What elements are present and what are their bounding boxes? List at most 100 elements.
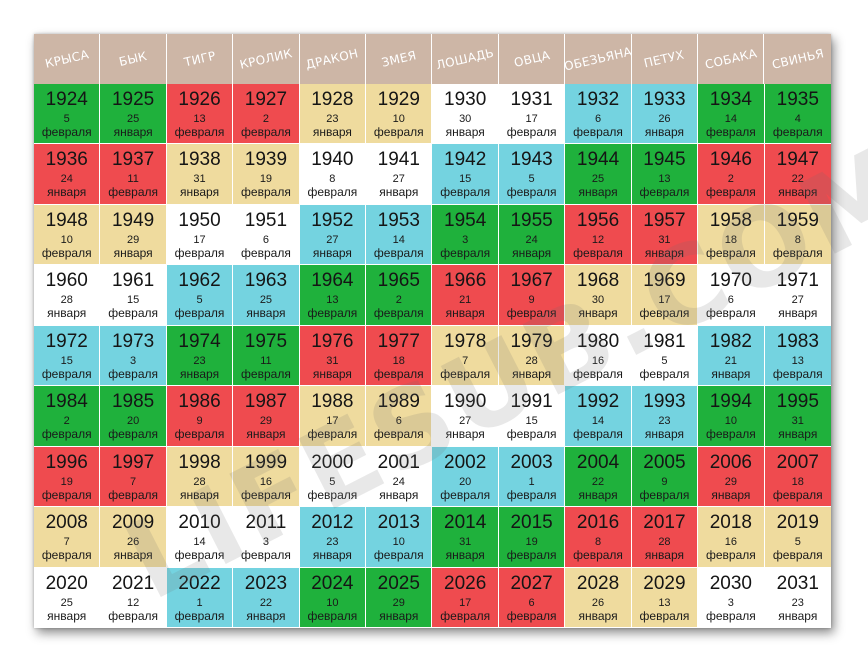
year-cell: 2004 22 января (565, 446, 632, 508)
new-year-day: 24 (525, 233, 538, 246)
year-number: 2005 (643, 451, 686, 473)
new-year-day: 8 (794, 233, 801, 246)
new-year-month: февраля (772, 125, 823, 139)
year-number: 2004 (576, 451, 620, 473)
new-year-month: февраля (772, 548, 823, 563)
year-cell: 1961 15 февраля (100, 265, 167, 326)
year-cell: 1955 24 января (498, 204, 566, 266)
year-cell: 2029 13 февраля (631, 567, 699, 628)
year-cell: 1935 4 февраля (764, 84, 831, 145)
new-year-month: февраля (373, 125, 424, 139)
new-year-day: 30 (459, 113, 472, 125)
new-year-day: 9 (196, 415, 203, 428)
year-number: 1956 (576, 209, 620, 231)
year-number: 1990 (444, 391, 487, 413)
year-number: 1933 (643, 89, 686, 110)
header-label: ДРАКОН (304, 46, 361, 72)
new-year-month: февраля (772, 487, 823, 502)
year-cell: 1979 28 января (498, 325, 566, 387)
new-year-day: 1 (528, 475, 535, 488)
year-cell: 1997 7 февраля (100, 446, 167, 508)
new-year-month: января (578, 185, 618, 200)
year-number: 1964 (311, 270, 354, 292)
year-number: 1952 (311, 209, 354, 231)
year-cell: 1964 13 февраля (299, 265, 367, 326)
new-year-day: 22 (791, 173, 804, 186)
year-number: 2002 (444, 451, 487, 473)
new-year-day: 11 (127, 173, 139, 186)
header-cell-rooster: ПЕТУХ (631, 34, 699, 84)
new-year-month: января (47, 608, 87, 623)
new-year-day: 10 (60, 233, 73, 246)
year-number: 2023 (244, 572, 288, 594)
year-number: 2000 (311, 451, 354, 473)
new-year-day: 3 (727, 596, 734, 609)
year-number: 1957 (643, 209, 686, 231)
new-year-month: февраля (307, 427, 358, 442)
new-year-day: 31 (658, 233, 671, 246)
year-cell: 1988 17 февраля (299, 386, 367, 447)
new-year-day: 28 (658, 536, 671, 549)
new-year-day: 6 (727, 294, 734, 307)
year-number: 2012 (311, 512, 354, 534)
new-year-month: января (778, 427, 818, 442)
new-year-day: 12 (591, 233, 605, 246)
header-cell-horse: ЛОШАДЬ (432, 34, 499, 84)
year-cell: 2018 16 февраля (698, 507, 765, 568)
new-year-month: января (246, 608, 286, 623)
new-year-day: 27 (459, 415, 472, 428)
new-year-day: 23 (193, 354, 206, 367)
new-year-month: февраля (174, 306, 225, 321)
year-cell: 1974 23 января (166, 325, 234, 387)
year-number: 2018 (709, 512, 752, 534)
year-cell: 1965 2 февраля (366, 265, 433, 326)
new-year-month: февраля (639, 366, 690, 381)
year-cell: 1990 27 января (432, 386, 499, 447)
new-year-day: 23 (658, 415, 671, 428)
year-number: 1932 (576, 89, 620, 110)
year-cell: 1996 19 февраля (34, 446, 101, 508)
year-cell: 1972 15 февраля (34, 325, 101, 387)
new-year-day: 17 (326, 415, 339, 428)
header-label: ТИГР (182, 48, 217, 70)
year-cell: 1966 21 января (432, 265, 499, 326)
new-year-day: 10 (326, 596, 339, 609)
new-year-day: 14 (724, 113, 737, 125)
year-number: 2003 (510, 451, 553, 473)
new-year-day: 6 (262, 233, 269, 246)
new-year-day: 24 (60, 173, 73, 186)
year-cell: 1960 28 января (34, 265, 101, 326)
new-year-month: февраля (440, 185, 491, 200)
year-cell: 2000 5 февраля (299, 446, 367, 508)
year-number: 2015 (510, 512, 553, 534)
new-year-month: января (711, 487, 751, 502)
new-year-month: февраля (41, 548, 92, 563)
year-number: 1959 (776, 209, 819, 231)
year-number: 2011 (245, 512, 287, 534)
year-cell: 2012 23 января (299, 507, 367, 568)
year-cell: 1928 23 января (299, 84, 367, 145)
new-year-day: 15 (459, 173, 472, 186)
header-cell-dog: СОБАКА (698, 34, 765, 84)
year-cell: 1924 5 февраля (34, 84, 101, 145)
new-year-day: 10 (724, 415, 737, 428)
year-number: 2022 (178, 572, 221, 594)
year-cell: 1994 10 февраля (698, 386, 765, 447)
year-number: 1954 (444, 209, 487, 231)
year-cell: 1999 16 февраля (233, 446, 300, 508)
new-year-day: 19 (525, 536, 538, 549)
new-year-month: января (445, 427, 485, 442)
year-cell: 1927 2 февраля (233, 84, 300, 145)
year-number: 1998 (178, 451, 221, 473)
year-cell: 1934 14 февраля (698, 84, 765, 145)
new-year-day: 9 (528, 294, 535, 307)
year-cell: 1967 9 февраля (498, 265, 566, 326)
new-year-day: 18 (791, 475, 804, 488)
year-number: 2020 (45, 572, 88, 594)
header-cell-rat: КРЫСА (34, 34, 101, 84)
year-number: 1937 (111, 149, 155, 171)
year-number: 1941 (377, 149, 420, 171)
new-year-month: февраля (573, 548, 623, 563)
header-cell-rabbit: КРОЛИК (233, 34, 300, 84)
year-cell: 1929 10 февраля (366, 84, 433, 145)
